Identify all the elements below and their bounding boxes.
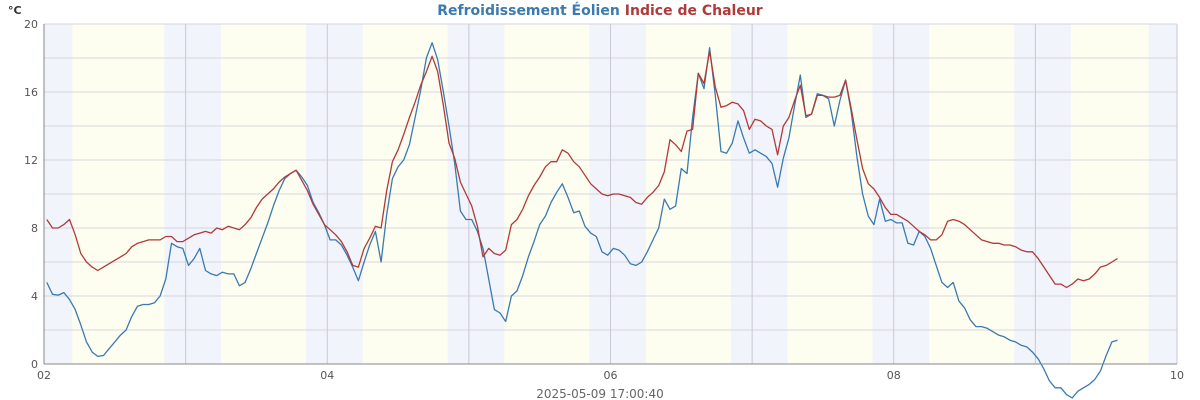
x-tick-label: 04 [320, 369, 334, 382]
y-tick-label: 0 [31, 358, 38, 371]
chart-title: Refroidissement Éolien Indice de Chaleur [437, 2, 763, 19]
series-line-1 [46, 42, 1118, 399]
axes [43, 24, 1177, 365]
series-line-2 [46, 50, 1118, 289]
chart-title-part-2: Indice de Chaleur [625, 3, 763, 19]
x-tick-label: 08 [887, 369, 901, 382]
y-tick-label: 12 [24, 154, 38, 167]
series-lines [46, 42, 1118, 399]
x-tick-label: 10 [1170, 369, 1184, 382]
timestamp-label: 2025-05-09 17:00:40 [536, 387, 663, 400]
y-tick-label: 4 [31, 290, 38, 303]
y-axis-unit-label: °C [8, 4, 22, 17]
y-tick-label: 8 [31, 222, 38, 235]
y-tick-label: 20 [24, 18, 38, 31]
chart-title-part-1: Refroidissement Éolien [437, 2, 620, 19]
x-tick-label: 06 [604, 369, 618, 382]
y-tick-label: 16 [24, 86, 38, 99]
x-tick-label: 02 [37, 369, 51, 382]
